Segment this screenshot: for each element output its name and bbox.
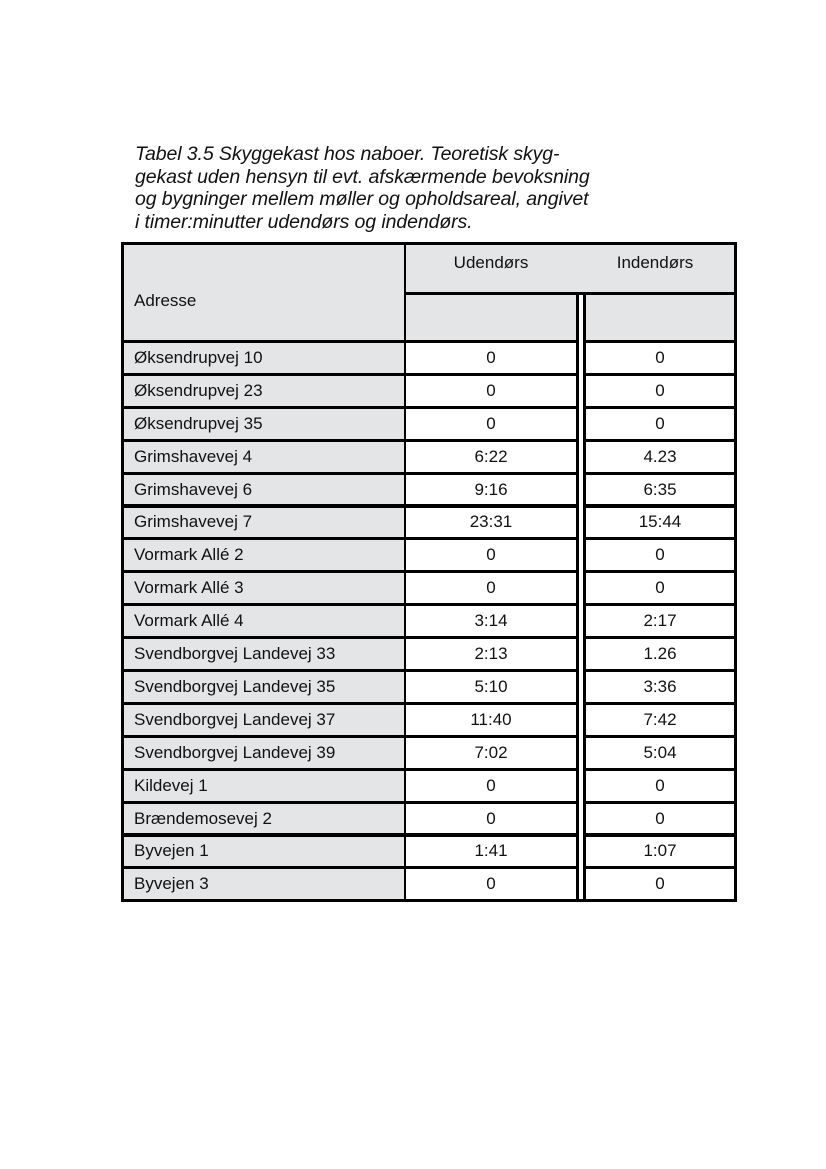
cell-address: Svendborgvej Landevej 33 [124, 639, 404, 669]
cell-indoor: 2:17 [586, 606, 734, 637]
cell-indoor: 1.26 [586, 639, 734, 669]
cell-indoor: 0 [586, 540, 734, 571]
header-indoor-sub [586, 295, 734, 340]
cell-indoor: 0 [586, 803, 734, 834]
cell-address: Vormark Allé 4 [124, 606, 404, 637]
cell-outdoor: 11:40 [406, 704, 576, 735]
cell-outdoor: 6:22 [406, 441, 576, 472]
cell-indoor: 0 [586, 770, 734, 801]
cell-address: Øksendrupvej 10 [124, 343, 404, 373]
cell-outdoor: 7:02 [406, 737, 576, 768]
cell-outdoor: 9:16 [406, 474, 576, 505]
header-indoor: Indendørs [616, 253, 694, 272]
cell-outdoor: 0 [406, 573, 576, 604]
cell-outdoor: 0 [406, 343, 576, 373]
cell-address: Vormark Allé 2 [124, 540, 404, 571]
cell-address: Kildevej 1 [124, 770, 404, 801]
cell-outdoor: 0 [406, 869, 576, 900]
cell-outdoor: 0 [406, 540, 576, 571]
cell-indoor: 0 [586, 408, 734, 439]
cell-address: Byvejen 1 [124, 836, 404, 867]
cell-address: Svendborgvej Landevej 37 [124, 704, 404, 735]
cell-indoor: 1:07 [586, 836, 734, 867]
cell-indoor: 5:04 [586, 737, 734, 768]
cell-address: Svendborgvej Landevej 35 [124, 672, 404, 702]
cell-indoor: 0 [586, 343, 734, 373]
header-outdoor: Udendørs [453, 253, 529, 272]
cell-address: Svendborgvej Landevej 39 [124, 737, 404, 768]
cell-indoor: 7:42 [586, 704, 734, 735]
table-caption: Tabel 3.5 Skyggekast hos naboer. Teoreti… [135, 143, 735, 233]
cell-indoor: 0 [586, 573, 734, 604]
cell-address: Brændemosevej 2 [124, 803, 404, 834]
cell-outdoor: 2:13 [406, 639, 576, 669]
cell-indoor: 0 [586, 375, 734, 406]
cell-address: Byvejen 3 [124, 869, 404, 900]
caption-line: og bygninger mellem møller og opholdsare… [135, 188, 589, 210]
cell-indoor: 4.23 [586, 441, 734, 472]
double-rule-gap [579, 295, 583, 899]
header-group: Udendørs Indendørs [406, 245, 734, 292]
header-address: Adresse [124, 245, 404, 340]
cell-address: Øksendrupvej 35 [124, 408, 404, 439]
cell-address: Grimshavevej 6 [124, 474, 404, 505]
cell-outdoor: 0 [406, 803, 576, 834]
cell-address: Grimshavevej 7 [124, 507, 404, 538]
cell-indoor: 15:44 [586, 507, 734, 538]
cell-outdoor: 1:41 [406, 836, 576, 867]
cell-address: Grimshavevej 4 [124, 441, 404, 472]
caption-line: gekast uden hensyn til evt. afskærmende … [135, 165, 590, 188]
cell-outdoor: 0 [406, 408, 576, 439]
cell-outdoor: 0 [406, 770, 576, 801]
cell-address: Vormark Allé 3 [124, 573, 404, 604]
cell-address: Øksendrupvej 23 [124, 375, 404, 406]
caption-line: i timer:minutter udendørs og indendørs. [135, 210, 473, 233]
shadow-table: Adresse Udendørs Indendørs Øksendrupvej … [121, 242, 737, 902]
caption-line: Tabel 3.5 Skyggekast hos naboer. Teoreti… [135, 143, 560, 165]
cell-outdoor: 5:10 [406, 672, 576, 702]
cell-outdoor: 3:14 [406, 606, 576, 637]
header-outdoor-sub [406, 295, 576, 340]
cell-outdoor: 0 [406, 375, 576, 406]
cell-indoor: 6:35 [586, 474, 734, 505]
cell-indoor: 0 [586, 869, 734, 900]
cell-outdoor: 23:31 [406, 507, 576, 538]
cell-indoor: 3:36 [586, 672, 734, 702]
